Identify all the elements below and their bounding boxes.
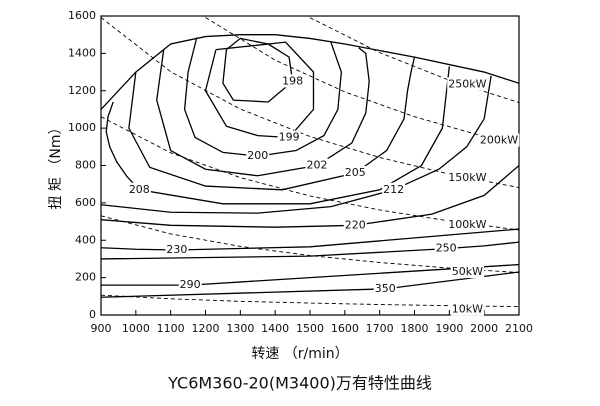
chart-title: YC6M360-20(M3400)万有特性曲线 [167,374,432,393]
contour-line [204,41,315,139]
x-tick-label: 1600 [331,322,359,335]
x-tick-label: 900 [91,322,112,335]
label-background [450,302,485,316]
label-background [305,158,329,172]
contour-label: 205 [345,166,366,179]
label-background [434,241,458,255]
label-background [343,218,367,232]
x-tick-label: 2100 [505,322,533,335]
label-background [246,149,270,163]
x-tick-label: 1100 [157,322,185,335]
contour-label: 100kW [448,218,486,231]
x-tick-label: 2000 [470,322,498,335]
contour-label: 150kW [448,171,486,184]
power-line [309,17,519,103]
x-tick-label: 1000 [122,322,150,335]
label-background [127,182,151,196]
label-background [447,77,488,91]
x-tick-label: 1900 [435,322,463,335]
contour-label: 220 [345,218,366,231]
contour-label: 212 [383,183,404,196]
contour-label: 200kW [480,134,518,147]
label-background [382,182,406,196]
label-background [478,133,520,147]
contour-label: 250kW [448,77,486,90]
contour-label: 350 [375,282,396,295]
x-tick-label: 1700 [366,322,394,335]
contour-label: 290 [180,278,201,291]
y-tick-label: 800 [75,159,96,172]
contour-label: 202 [306,159,327,172]
label-background [178,278,202,292]
contour-line [183,37,343,157]
x-tick-label: 1400 [261,322,289,335]
x-tick-label: 1200 [192,322,220,335]
label-background [277,130,301,144]
contour-label: 230 [166,243,187,256]
contour-label: 199 [279,130,300,143]
x-tick-label: 1500 [296,322,324,335]
contour-label: 198 [282,74,303,87]
label-background [281,74,305,88]
y-tick-label: 1400 [68,46,96,59]
y-tick-label: 200 [75,271,96,284]
label-background [343,165,367,179]
max-torque-curve [101,34,519,110]
y-axis-label: 扭 矩 （Nm） [48,120,64,209]
contour-label: 200 [247,149,268,162]
label-background [165,242,189,256]
label-background [450,265,485,279]
label-background [447,218,488,232]
contour-label: 208 [129,183,150,196]
y-tick-label: 400 [75,233,96,246]
x-tick-label: 1300 [226,322,254,335]
contour-label: 250 [436,242,457,255]
y-tick-label: 0 [89,308,96,321]
y-tick-label: 1000 [68,121,96,134]
y-tick-label: 1200 [68,84,96,97]
label-background [373,281,397,295]
x-axis-label: 转速 （r/min） [251,346,348,362]
contour-label: 50kW [452,265,483,278]
label-background [447,171,488,185]
y-tick-label: 1600 [68,9,96,22]
contour-label: 10kW [452,303,483,316]
x-tick-label: 1800 [401,322,429,335]
contour-line [128,56,416,191]
y-tick-label: 600 [75,196,96,209]
